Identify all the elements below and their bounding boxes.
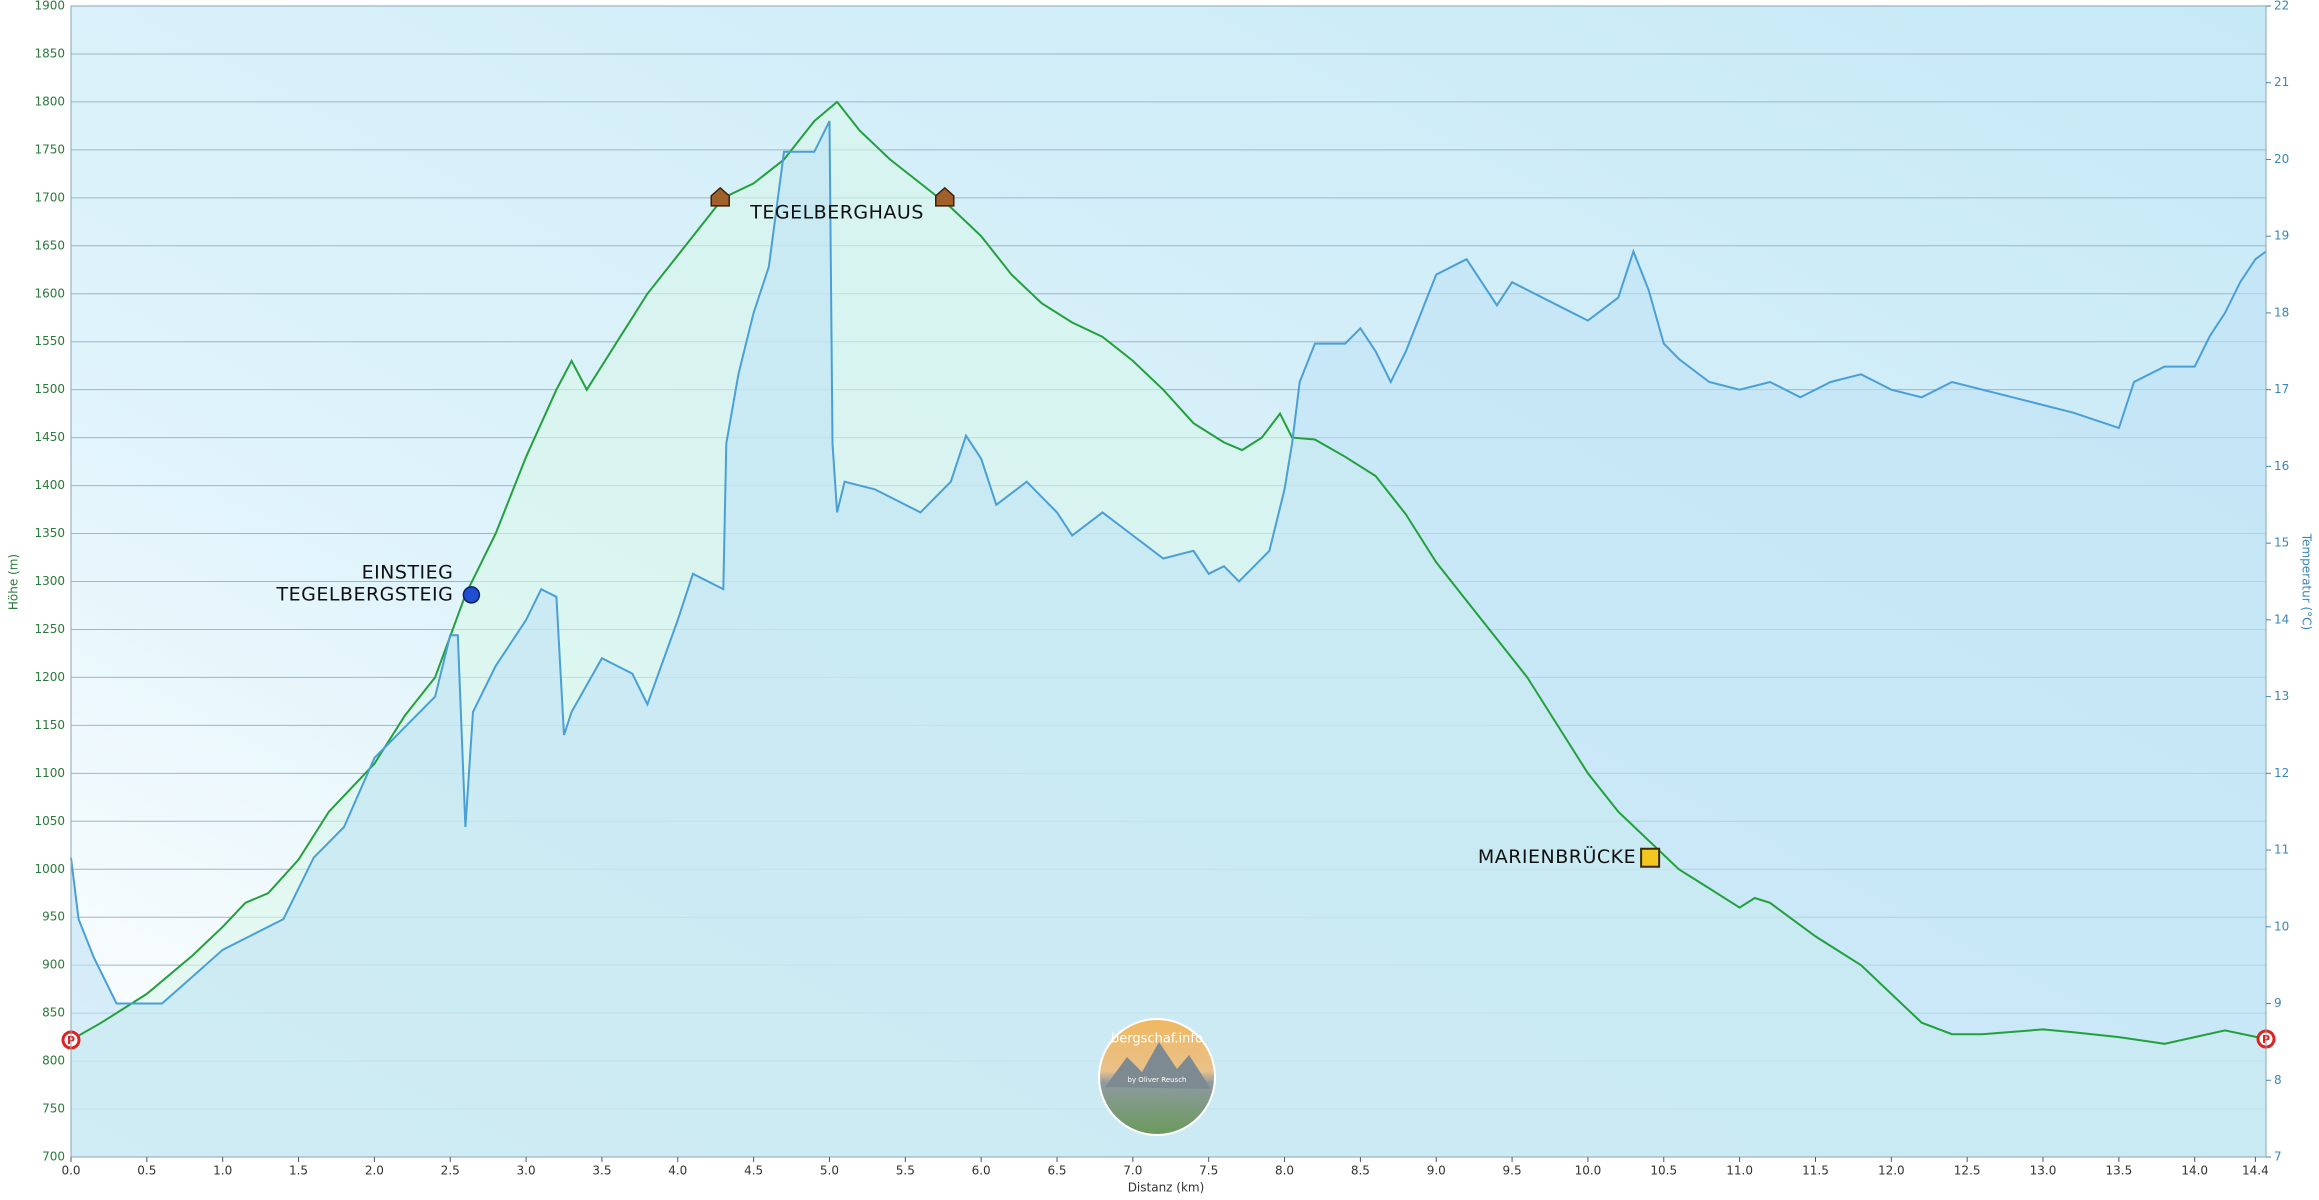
x-tick-label: 2.0 [365,1164,384,1178]
y-tick-label: 1450 [34,430,65,444]
y-tick-label: 1400 [34,478,65,492]
logo-title: bergschaf.info [1111,1032,1203,1047]
y2-tick-label: 16 [2274,459,2289,473]
y-tick-label: 1700 [34,190,65,204]
y-tick-label: 1850 [34,46,65,60]
x-tick-label: 6.0 [972,1164,991,1178]
y-tick-label: 850 [42,1006,65,1020]
y2-tick-label: 10 [2274,919,2289,933]
x-tick-label: 6.5 [1047,1164,1066,1178]
bridge-marker [1640,847,1661,868]
y2-tick-label: 9 [2274,996,2282,1010]
y2-tick-label: 21 [2274,75,2289,89]
x-tick-label: 13.0 [2030,1164,2057,1178]
annotation-label: TEGELBERGSTEIG [276,583,454,605]
plot-border [70,5,2267,1158]
y-tick-label: 1600 [34,286,65,300]
y2-tick-label: 7 [2274,1150,2282,1164]
x-tick-label: 9.0 [1427,1164,1446,1178]
x-tick-label: 5.5 [896,1164,915,1178]
pin-marker [462,586,481,604]
y-tick-label: 1550 [34,334,65,348]
x-tick-label: 12.0 [1878,1164,1905,1178]
y-tick-label: 1900 [34,0,65,13]
y-axis-title: Höhe (m) [7,554,21,610]
y2-tick-label: 12 [2274,766,2289,780]
x-tick-label: 14.4 [2242,1164,2269,1178]
x-tick-label: 13.5 [2105,1164,2132,1178]
y-tick-label: 1050 [34,814,65,828]
y2-tick-label: 20 [2274,152,2289,166]
x-tick-label: 7.0 [1123,1164,1142,1178]
x-tick-label: 9.5 [1503,1164,1522,1178]
x-tick-label: 10.5 [1650,1164,1677,1178]
y-tick-label: 1500 [34,382,65,396]
y2-tick-label: 14 [2274,612,2289,626]
line [70,100,2267,1045]
x-tick-label: 14.0 [2181,1164,2208,1178]
y-tick-label: 1350 [34,526,65,540]
x-tick-label: 0.0 [61,1164,80,1178]
y-tick-label: 1300 [34,574,65,588]
annotation-label: TEGELBERGHAUS [749,201,924,223]
x-tick-label: 0.5 [137,1164,156,1178]
y-tick-label: 1150 [34,718,65,732]
y2-tick-label: 15 [2274,536,2289,550]
x-tick-label: 1.0 [213,1164,232,1178]
x-axis-title: Distanz (km) [1128,1181,1205,1195]
area [71,121,2266,1158]
x-tick-label: 11.5 [1802,1164,1829,1178]
y-tick-label: 950 [42,910,65,924]
y2-tick-label: 13 [2274,689,2289,703]
x-tick-label: 7.5 [1199,1164,1218,1178]
logo-subtitle: by Oliver Reusch [1128,1076,1187,1084]
y2-tick-label: 19 [2274,229,2289,243]
y-tick-label: 1650 [34,238,65,252]
x-tick-label: 3.0 [517,1164,536,1178]
y-tick-label: 750 [42,1102,65,1116]
annotation-label: EINSTIEG [362,561,454,583]
y-tick-label: 1100 [34,766,65,780]
y2-tick-label: 22 [2274,0,2289,13]
x-tick-label: 4.0 [668,1164,687,1178]
x-tick-label: 10.0 [1575,1164,1602,1178]
x-tick-label: 2.5 [441,1164,460,1178]
x-tick-label: 11.0 [1726,1164,1753,1178]
y2-tick-label: 17 [2274,382,2289,396]
y-tick-label: 1000 [34,862,65,876]
y-tick-label: 1750 [34,142,65,156]
y-tick-label: 1800 [34,94,65,108]
y2-axis-title: Temperatur (°C) [2300,533,2314,630]
y-tick-label: 1200 [34,670,65,684]
hut-marker [710,186,730,207]
y-tick-label: 1250 [34,622,65,636]
y-tick-label: 900 [42,958,65,972]
x-tick-label: 4.5 [744,1164,763,1178]
y-tick-label: 800 [42,1054,65,1068]
hut-marker [935,186,955,207]
y2-tick-label: 8 [2274,1073,2282,1087]
x-tick-label: 8.5 [1351,1164,1370,1178]
x-tick-label: 5.0 [820,1164,839,1178]
line [70,120,2267,1005]
y-tick-label: 700 [42,1150,65,1164]
x-tick-label: 1.5 [289,1164,308,1178]
x-tick-label: 8.0 [1275,1164,1294,1178]
x-tick-label: 3.5 [592,1164,611,1178]
logo-mountains [1105,1042,1211,1089]
annotation-label: MARIENBRÜCKE [1478,845,1636,868]
y2-tick-label: 18 [2274,305,2289,319]
x-tick-label: 12.5 [1954,1164,1981,1178]
y2-tick-label: 11 [2274,843,2289,857]
